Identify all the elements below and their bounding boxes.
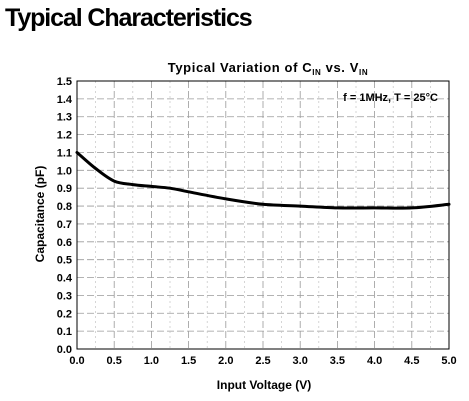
- y-tick-label: 0.4: [57, 273, 73, 285]
- y-tick-label: 0.5: [57, 255, 72, 267]
- y-tick-label: 0.9: [57, 183, 72, 195]
- y-tick-label: 0.2: [57, 308, 72, 320]
- x-axis-ticks: 0.0 0.5 1.0 1.5 2.0 2.5 3.0 3.5 4.0 4.5 5.0: [69, 355, 456, 367]
- y-axis-ticks: 0.0 0.1 0.2 0.3 0.4 0.5 0.6 0.7 0.8 0.9 1.0 1.1 1.2 1…: [57, 76, 73, 356]
- x-tick-label: 4.5: [404, 355, 419, 367]
- chart-title-part: Typical Variation of C: [168, 60, 312, 75]
- x-tick-label: 2.5: [255, 355, 270, 367]
- x-tick-label: 0.5: [107, 355, 122, 367]
- series-layer: [75, 151, 451, 210]
- x-tick-label: 3.5: [330, 355, 345, 367]
- y-tick-label: 0.7: [57, 219, 72, 231]
- x-tick-label: 3.0: [293, 355, 308, 367]
- x-tick-label: 1.5: [181, 355, 196, 367]
- y-tick-label: 0.1: [57, 326, 72, 338]
- chart-title-part: IN: [359, 68, 368, 77]
- y-tick-label: 1.2: [57, 130, 72, 142]
- x-tick-label: 2.0: [218, 355, 233, 367]
- y-tick-label: 1.3: [57, 112, 72, 124]
- chart-title-part: vs. V: [321, 60, 359, 75]
- y-tick-label: 0.8: [57, 201, 72, 213]
- y-tick-label: 1.4: [57, 94, 73, 106]
- y-tick-label: 0.6: [57, 237, 72, 249]
- x-tick-label: 0.0: [69, 355, 84, 367]
- plot-frame: [76, 80, 450, 350]
- chart-title: Typical Variation of CIN vs. VIN: [168, 60, 368, 77]
- y-axis-label: Capacitance (pF): [33, 166, 47, 263]
- page-heading: Typical Characteristics: [5, 4, 253, 32]
- x-axis-label: Input Voltage (V): [217, 378, 311, 392]
- y-tick-label: 1.1: [57, 147, 72, 159]
- series-line-capacitance: [75, 151, 451, 210]
- y-tick-label: 0.0: [57, 344, 72, 356]
- y-tick-label: 1.0: [57, 165, 72, 177]
- y-tick-label: 1.5: [57, 76, 72, 88]
- x-tick-label: 5.0: [441, 355, 456, 367]
- y-tick-label: 0.3: [57, 290, 72, 302]
- chart-title-part: IN: [312, 68, 321, 77]
- x-tick-label: 4.0: [367, 355, 382, 367]
- grid: [77, 81, 449, 349]
- conditions-annotation: f = 1MHz, T = 25°C: [343, 92, 438, 104]
- x-tick-label: 1.0: [144, 355, 159, 367]
